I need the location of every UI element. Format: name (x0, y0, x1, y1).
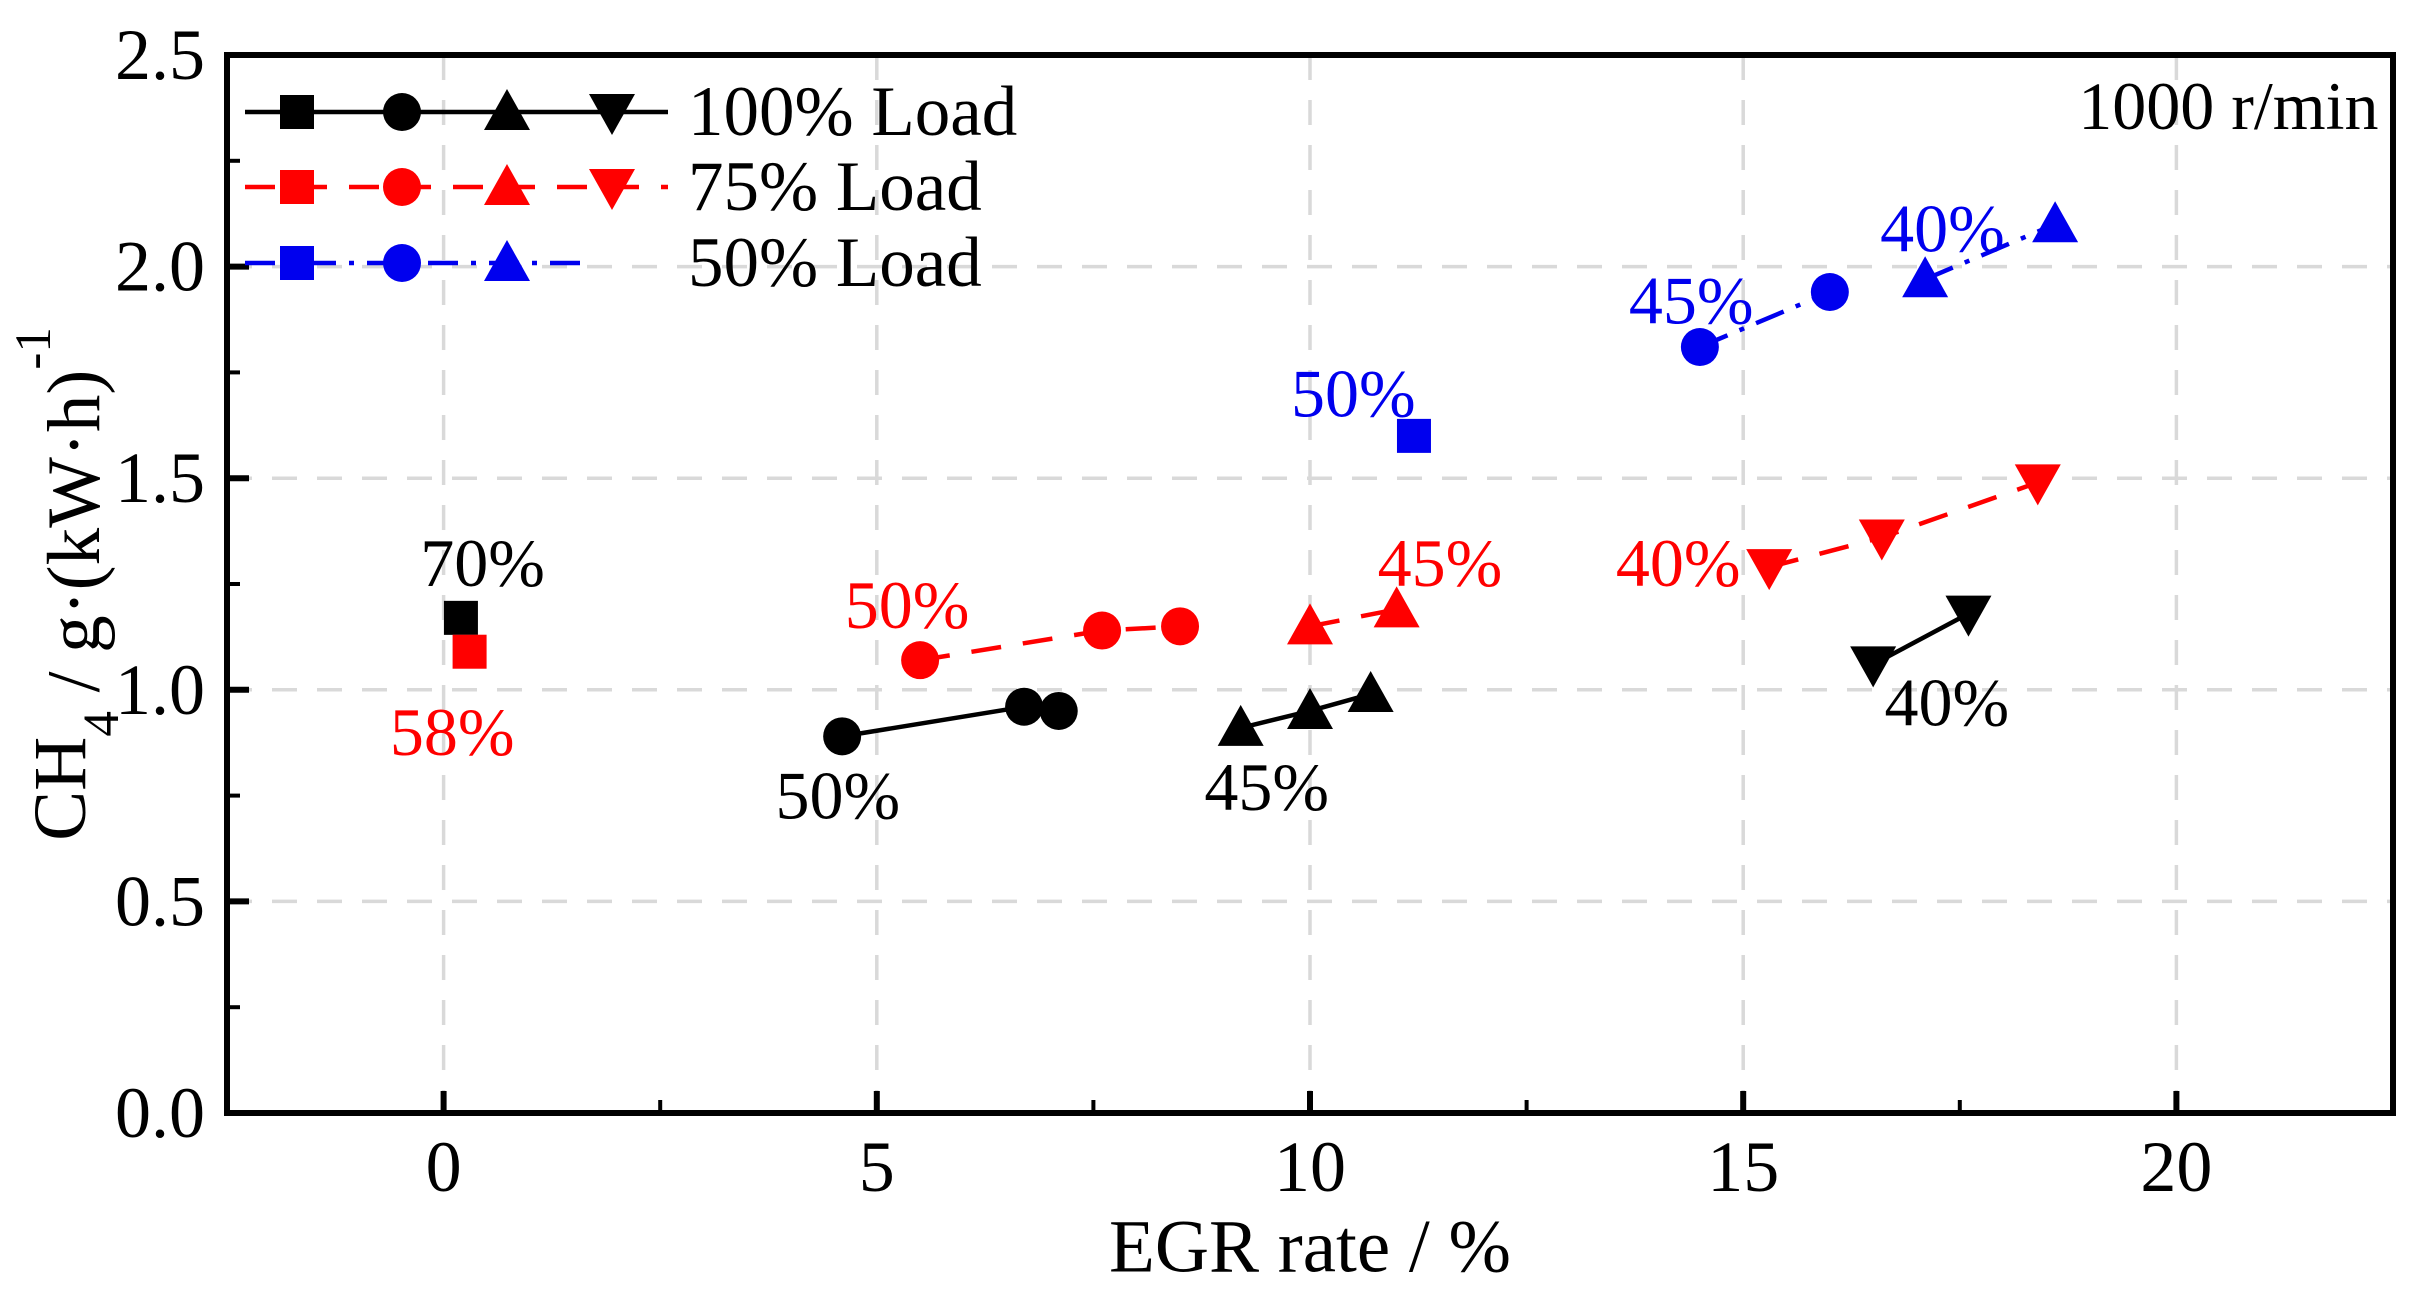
annotation-58pct-ff0000: 58% (390, 694, 515, 770)
series-50pct-load-40pct-triangle-up-marker (2032, 201, 2079, 243)
series-75pct-load-58pct-square-marker (452, 634, 487, 669)
series-75pct-load-40pct-triangle-down-marker (2014, 464, 2061, 506)
legend-label-100pct-load: 100% Load (688, 73, 1017, 151)
annotation-45pct-ff0000: 45% (1378, 525, 1503, 601)
legend-50pct-load-square-marker (280, 246, 314, 280)
series-75pct-load-50pct-circle-marker (1083, 611, 1122, 650)
series-75pct-load-50pct-circle-marker (901, 641, 940, 680)
annotation-50pct-ff0000: 50% (845, 567, 970, 643)
x-tick-label-0: 0 (426, 1127, 462, 1207)
series-100pct-load-40pct-triangle-down-marker (1945, 595, 1992, 637)
y-axis-title: CH4 / g·(kW·h)-1 (6, 327, 130, 841)
legend-label-50pct-load: 50% Load (688, 224, 982, 302)
x-tick-label-20: 20 (2140, 1127, 2212, 1207)
series-75pct-load-45pct-triangle-up-marker (1373, 586, 1420, 628)
annotation-50pct-0000ee: 50% (1291, 356, 1416, 432)
y-tick-label-1-5: 1.5 (115, 438, 205, 518)
y-tick-label-0-5: 0.5 (115, 861, 205, 941)
y-tick-label-0: 0.0 (115, 1073, 205, 1153)
annotation-40pct-000000: 40% (1884, 664, 2009, 740)
series-50pct-load-40pct-triangle-up-marker (1902, 256, 1949, 298)
legend-100pct-load-circle-marker (383, 93, 421, 131)
series-75pct-load-45pct-triangle-up-marker (1287, 603, 1333, 645)
series-100pct-load-70pct-square-marker (443, 600, 478, 635)
series-100pct-load-45pct-triangle-up-marker (1217, 704, 1264, 746)
legend-100pct-load-triangle-up-marker (484, 89, 530, 130)
annotation-40pct-ff0000: 40% (1616, 525, 1741, 601)
series-100pct-load-40pct-triangle-down-marker (1850, 646, 1897, 688)
series-50pct-load-45pct-circle-marker (1810, 272, 1849, 311)
series-100pct-load-50pct-circle-marker (1039, 691, 1078, 730)
series-100pct-load-50pct-circle-marker (823, 717, 862, 756)
series-50pct-load-45pct-line (1699, 289, 1831, 350)
legend-100pct-load-triangle-down-marker (589, 94, 635, 135)
y-tick-label-2: 2.0 (115, 227, 205, 307)
series-75pct-load-40pct-triangle-down-marker (1746, 549, 1793, 591)
x-tick-label-10: 10 (1274, 1127, 1346, 1207)
series-100pct-load-45pct-triangle-up-marker (1287, 687, 1333, 729)
series-75pct-load-40pct-triangle-down-marker (1858, 519, 1905, 561)
legend-50pct-load-circle-marker (383, 244, 421, 282)
legend-75pct-load-triangle-up-marker (484, 164, 530, 205)
annotation-40pct-0000ee: 40% (1880, 191, 2005, 267)
series-50pct-load-50pct-square-marker (1396, 418, 1431, 453)
y-tick-label-1: 1.0 (115, 650, 205, 730)
x-tick-label-5: 5 (859, 1127, 895, 1207)
legend-75pct-load-triangle-down-marker (589, 169, 635, 210)
series-100pct-load-45pct-triangle-up-marker (1347, 671, 1394, 713)
annotation-45pct-000000: 45% (1204, 749, 1329, 825)
x-axis-title: EGR rate / % (1109, 1206, 1511, 1289)
series-100pct-load-50pct-circle-marker (1005, 687, 1044, 726)
series-50pct-load-40pct-line (1924, 222, 2056, 282)
annotation-45pct-0000ee: 45% (1629, 262, 1754, 338)
annotation-1000-r-min-000000: 1000 r/min (2078, 68, 2378, 144)
legend-label-75pct-load: 75% Load (688, 148, 982, 226)
legend-100pct-load-square-marker (280, 95, 314, 129)
legend-75pct-load-square-marker (280, 170, 314, 204)
y-tick-label-2-5: 2.5 (115, 15, 205, 95)
x-tick-label-15: 15 (1707, 1127, 1779, 1207)
legend-75pct-load-circle-marker (383, 168, 421, 206)
series-75pct-load-50pct-circle-marker (1161, 607, 1200, 646)
annotation-50pct-000000: 50% (775, 758, 900, 834)
series-50pct-load-45pct-circle-marker (1680, 328, 1719, 367)
legend-50pct-load-triangle-up-marker (484, 240, 530, 281)
annotation-70pct-000000: 70% (420, 525, 545, 601)
